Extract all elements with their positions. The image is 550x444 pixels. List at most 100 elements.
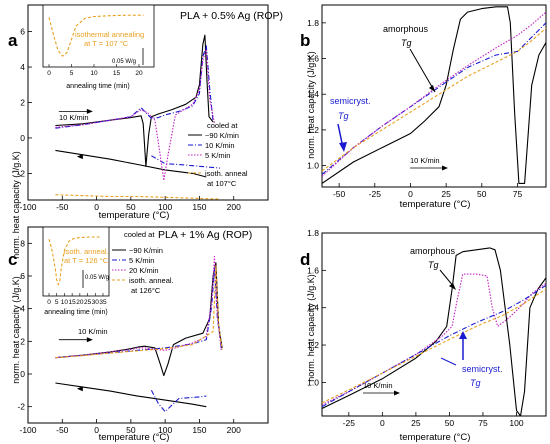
inset-xtick-label-a-0: 0 [47,70,51,77]
ytick-label-c-2: 2 [20,336,25,346]
inset-xtick-label-c-6: 30 [92,299,100,306]
ytick-label-a-3: 4 [20,62,25,72]
xtick-label-b-4: 50 [477,189,487,199]
xtick-label-d-4: 75 [478,418,488,428]
xtick-label-c-5: 150 [192,425,206,435]
panel-d-letter: d [300,250,310,269]
panel-a: a norm. heat capacity (J/g.K) PLA + 0.5%… [8,4,283,259]
inset-xtick-label-c-4: 20 [76,299,84,306]
heating-arrowhead-a [86,108,93,114]
panel-d-amorphous-tg: Tg [428,260,439,270]
series-line-d-0 [322,247,546,416]
inset-c-plot: 0 5 10 15 20 25 30 35 [47,236,107,306]
xtick-label-b-1: -25 [369,189,382,199]
ytick-label-c-5: 8 [20,238,25,248]
legend-label-c-3a: isoth. anneal. [129,276,174,285]
panel-b-rate-arrowhead [442,165,448,171]
series-line-c-1 [55,382,207,408]
xtick-label-a-1: -50 [56,202,69,212]
ytick-label-a-2: 2 [20,98,25,108]
xtick-label-b-0: -50 [333,189,346,199]
inset-c-line2: at T = 126 °C [64,256,109,265]
xtick-label-a-2: 0 [94,202,99,212]
ytick-label-c-1: 0 [20,369,25,379]
panel-b-semicryst-arrowhead [339,142,347,152]
panel-b-amorphous: amorphous [383,24,429,34]
panel-c-rate-label: 10 K/min [78,327,108,336]
xtick-label-c-6: 200 [227,425,241,435]
ytick-label-d-3: 1.6 [307,265,319,275]
panel-d-ylabel: norm. heat capacity (J/g.K) [306,274,316,382]
inset-a-xlabel: annealing time (min) [66,83,129,90]
legend-label-c-3b: at 126°C [131,286,161,295]
ytick-label-d-4: 1.8 [307,228,319,238]
legend-label-c-2: 20 K/min [129,266,159,275]
panel-d-semicryst: semicryst. [462,364,503,374]
xtick-label-a-3: 50 [126,202,136,212]
xtick-label-c-2: 0 [94,425,99,435]
plot-frame-c [27,226,269,424]
panel-d-xlabel: temperature (°C) [400,432,471,443]
panel-c-title: PLA + 1% Ag (ROP) [158,229,252,241]
legend-label-a-0: ~90 K/min [205,131,239,140]
panel-b-xlabel: temperature (°C) [400,199,471,210]
inset-xtick-label-a-4: 20 [135,70,143,77]
xtick-label-c-1: -50 [56,425,69,435]
panel-c-letter: c [8,250,17,269]
panel-a-inset: 0 5 10 15 20 isothermal annealing at T = 107… [42,4,155,90]
legend-label-a-3b: at 107°C [207,179,237,188]
xtick-label-c-0: -100 [19,425,36,435]
inset-a-scale: 0.05 W/g [112,59,136,65]
series-line-a-4 [55,48,216,182]
inset-c-scale: 0.05 W/g [85,275,109,281]
plot-frame-b [321,4,547,188]
panel-b: b norm. heat capacity (J/g.K) -50 -25 0 25 5… [300,4,547,210]
ytick-label-c-3: 4 [20,304,25,314]
panel-b-rate-label: 10 K/min [410,156,440,165]
legend-label-a-1: 10 K/min [205,141,235,150]
ytick-label-a-0: -2 [17,168,25,178]
plot-d: -25 0 25 50 75 100 1.0 1.2 1.4 1.6 1.8 [307,228,547,428]
inset-a-line1: isothermal annealing [75,30,144,39]
plot-b: -50 -25 0 25 50 75 1.0 1.2 1.4 1.6 1.8 [307,4,547,199]
panel-d-amorphous: amorphous [410,246,456,256]
series-line-a-1 [55,149,207,178]
panel-a-rate-label: 10 K/min [59,113,89,122]
panel-b-semicryst: semicryst. [330,96,371,106]
xtick-label-c-3: 50 [126,425,136,435]
ytick-label-d-0: 1.0 [307,377,319,387]
series-line-d-2 [322,284,546,408]
panel-d-rate-label: 10 K/min [363,381,393,390]
inset-a-plot: 0 5 10 15 20 [47,14,144,77]
inset-xtick-label-a-1: 5 [70,70,74,77]
xtick-label-c-4: 100 [158,425,172,435]
legend-label-a-3a: isoth. anneal [205,169,248,178]
inset-xtick-label-a-2: 10 [90,70,98,77]
panel-a-legend-title: cooled at [207,121,238,130]
xtick-label-b-5: 75 [513,189,523,199]
panel-d-semicryst-leader [440,357,457,366]
xtick-label-a-4: 100 [158,202,172,212]
ytick-label-b-4: 1.8 [307,18,319,28]
ytick-label-d-1: 1.2 [307,340,319,350]
series-line-b-2 [322,11,546,177]
panel-b-ylabel: norm. heat capacity (J/g.K) [306,51,316,159]
legend-label-a-2: 5 K/min [205,151,230,160]
series-line-b-3 [322,27,546,172]
panel-d: d norm. heat capacity (J/g.K) -25 0 25 50 75… [300,228,547,443]
ytick-label-a-1: 0 [20,133,25,143]
inset-xtick-label-c-7: 35 [99,299,107,306]
panel-a-ylabel: norm. heat capacity (J/g.K) [11,151,21,259]
series-line-c-4 [55,255,222,359]
series-line-c-5 [55,265,223,359]
xtick-label-d-2: 25 [411,418,421,428]
ytick-label-b-2: 1.4 [307,89,319,99]
panel-a-xlabel: temperature (°C) [99,210,170,221]
panel-d-amorphous-arrowhead [449,283,456,290]
ytick-label-b-3: 1.6 [307,54,319,64]
panel-a-legend: ~90 K/min 10 K/min 5 K/min isoth. anneal… [188,131,248,188]
series-line-b-0 [322,6,546,184]
panel-d-rate-arrowhead [394,390,400,396]
